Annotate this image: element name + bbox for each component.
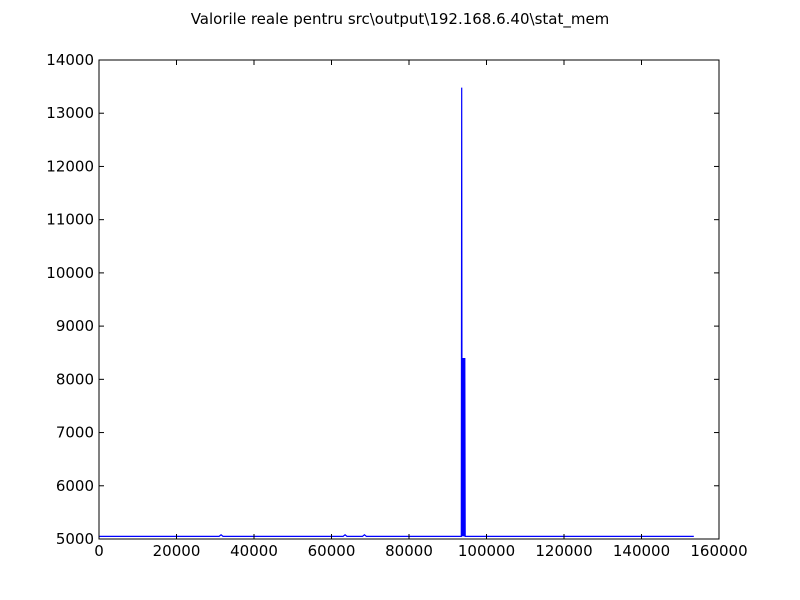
chart-title: Valorile reale pentru src\output\192.168…	[191, 10, 610, 29]
y-tick-label: 10000	[46, 264, 94, 282]
y-tick-label: 12000	[46, 157, 94, 175]
plot-frame	[98, 59, 720, 540]
ticks-layer: 0 20000 40000 60000 80000 100000 120000 140000 1…	[46, 51, 747, 560]
x-tick-label: 160000	[690, 542, 747, 560]
x-tick-label: 120000	[535, 542, 592, 560]
x-tick-label: 100000	[458, 542, 515, 560]
series-layer	[99, 87, 694, 537]
y-tick-label: 11000	[46, 211, 94, 229]
x-tick-label: 80000	[385, 542, 433, 560]
y-tick-label: 8000	[56, 370, 94, 388]
x-tick-label: 60000	[308, 542, 356, 560]
x-tick-label: 0	[94, 542, 104, 560]
series-line-0	[99, 87, 694, 537]
y-tick-label: 7000	[56, 424, 94, 442]
y-tick-label: 14000	[46, 51, 94, 69]
y-tick-label: 13000	[46, 104, 94, 122]
x-tick-label: 20000	[153, 542, 201, 560]
y-tick-label: 5000	[56, 530, 94, 548]
y-tick-label: 6000	[56, 477, 94, 495]
y-tick-label: 9000	[56, 317, 94, 335]
x-tick-label: 40000	[230, 542, 278, 560]
x-tick-label: 140000	[613, 542, 670, 560]
